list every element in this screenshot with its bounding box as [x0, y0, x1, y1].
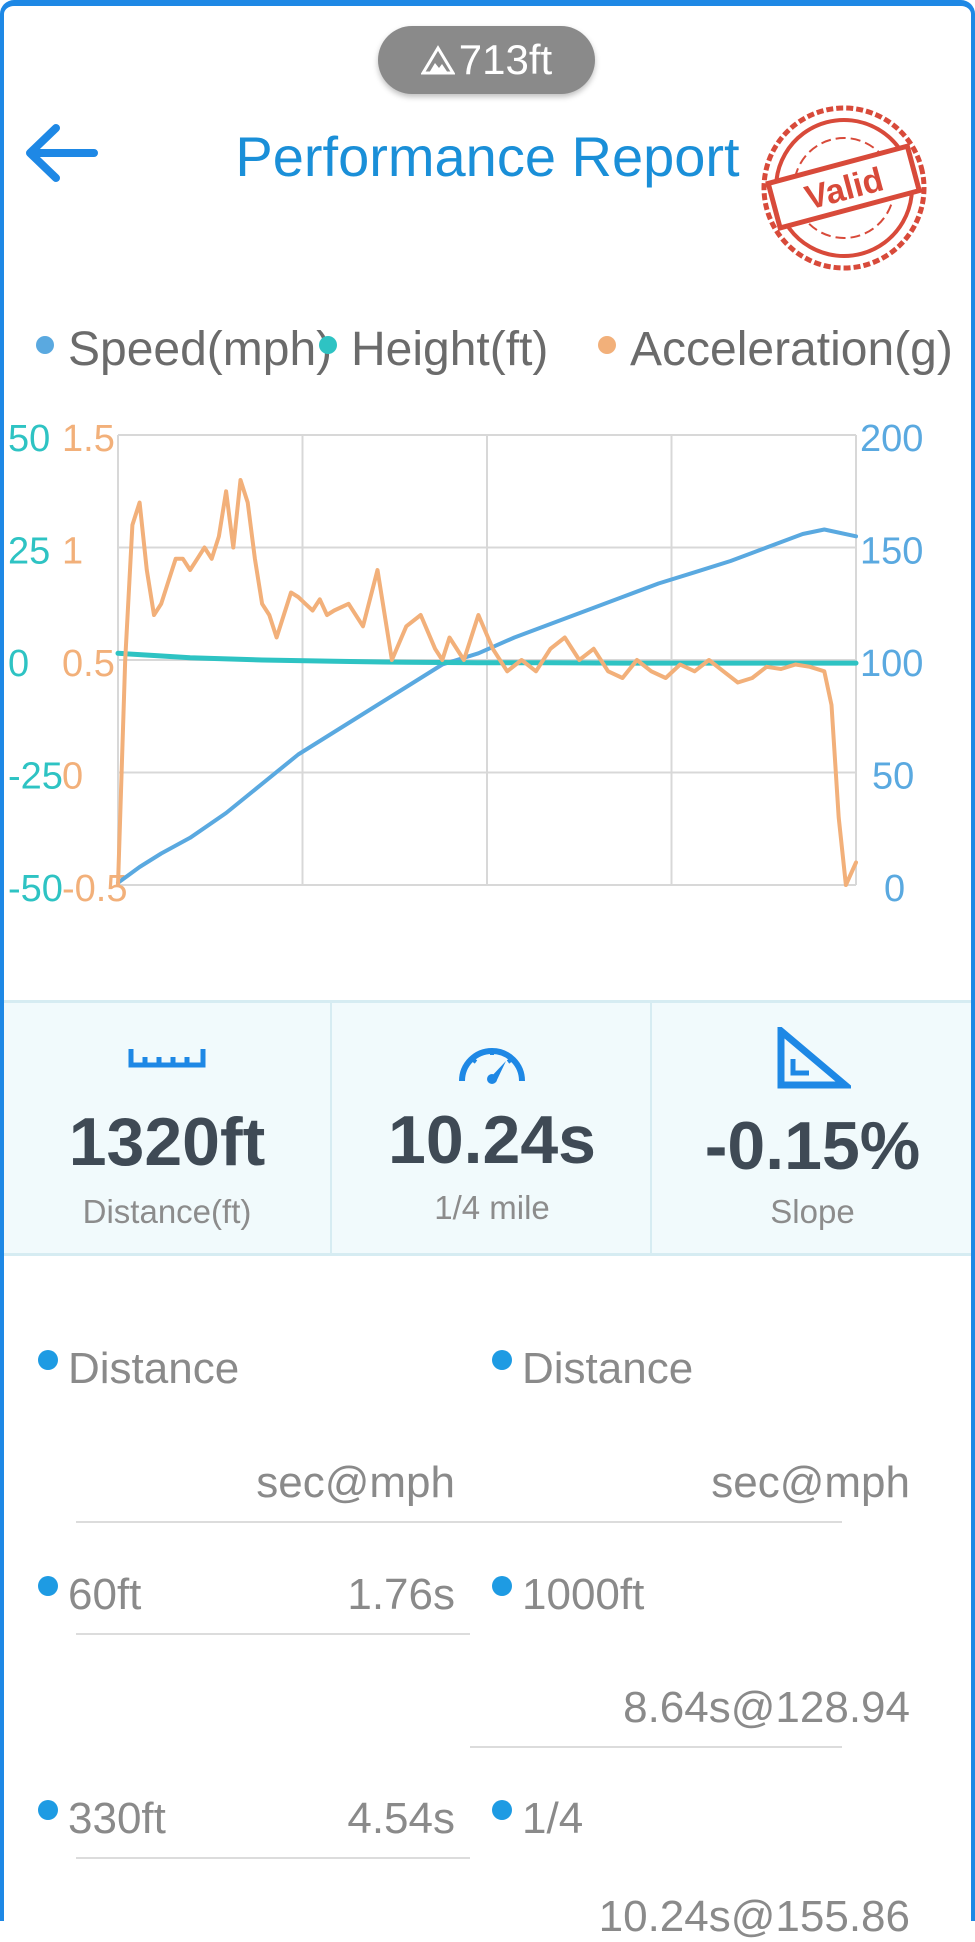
tick-label-acceleration: 0.5 [62, 643, 115, 685]
divider [76, 1857, 470, 1859]
split-value-quarter: 10.24s@155.86 [598, 1892, 910, 1941]
chart-legend: Speed(mph) Height(ft) Acceleration(g) [36, 322, 975, 382]
split-name-60ft: 60ft [68, 1570, 142, 1619]
tick-label-height: 25 [8, 531, 50, 573]
arrow-left-icon[interactable] [22, 120, 102, 186]
tick-label-acceleration: 0 [62, 756, 83, 798]
valid-stamp: Valid [761, 105, 927, 271]
tick-label-height: 50 [8, 418, 50, 460]
legend-item-acceleration[interactable]: Acceleration(g) [598, 322, 953, 377]
stat-label: Distance(ft) [82, 1193, 252, 1230]
stat-quarter-mile: 10.24s 1/4 mile [330, 1003, 652, 1253]
stat-value: 1320ft [68, 1104, 266, 1180]
series-line-speed_right [116, 527, 858, 885]
speedometer-icon [459, 1048, 525, 1084]
legend-dot [598, 335, 616, 354]
split-value-60ft: 1.76s [347, 1570, 455, 1619]
page-title: Performance Report [235, 125, 740, 188]
bullet-dot [492, 1350, 512, 1370]
legend-label: Acceleration(g) [630, 323, 953, 376]
tick-label-acceleration: 1.5 [62, 418, 115, 460]
legend-label: Speed(mph) [68, 323, 333, 376]
tick-label-height: -25 [8, 756, 63, 798]
ruler-icon [128, 1049, 206, 1068]
bullet-dot [38, 1350, 58, 1370]
stat-slope: -0.15% Slope [650, 1003, 973, 1253]
legend-dot [319, 335, 337, 354]
split-name-330ft: 330ft [68, 1794, 166, 1843]
tick-label-height: 0 [8, 643, 29, 685]
stat-distance: 1320ft Distance(ft) [4, 1003, 330, 1253]
header-unit-right: sec@mph [711, 1458, 910, 1507]
tick-label-speed: 0 [884, 868, 905, 910]
header-distance-right: Distance [522, 1344, 694, 1393]
header-unit-left: sec@mph [256, 1458, 455, 1507]
bullet-dot [38, 1576, 58, 1596]
divider [470, 1746, 842, 1748]
split-name-1000ft: 1000ft [522, 1570, 645, 1619]
split-value-330ft: 4.54s [347, 1794, 455, 1843]
tick-label-height: -50 [8, 868, 63, 910]
legend-item-speed[interactable]: Speed(mph) [36, 322, 332, 377]
divider [76, 1633, 470, 1635]
stat-value: 10.24s [388, 1102, 596, 1178]
altitude-value: 713ft [458, 36, 553, 83]
divider [76, 1521, 842, 1523]
legend-item-height[interactable]: Height(ft) [319, 322, 548, 377]
stat-label: 1/4 mile [434, 1189, 550, 1226]
legend-label: Height(ft) [351, 323, 549, 376]
legend-dot [36, 335, 54, 354]
tick-label-speed: 200 [860, 418, 923, 460]
slope-icon [777, 1027, 851, 1089]
stat-value: -0.15% [704, 1108, 921, 1184]
bullet-dot [492, 1800, 512, 1820]
altitude-badge: 713ft [378, 26, 595, 94]
tick-label-speed: 50 [872, 756, 914, 798]
tick-label-speed: 150 [860, 531, 923, 573]
series-line-accel_left [116, 478, 858, 887]
split-name-quarter: 1/4 [522, 1794, 584, 1843]
tick-label-speed: 100 [860, 643, 923, 685]
stats-strip: 1320ft Distance(ft) 10.24s 1/4 mile -0.1… [4, 1000, 971, 1256]
mountain-icon [420, 45, 455, 75]
bullet-dot [492, 1576, 512, 1596]
split-value-1000ft: 8.64s@128.94 [623, 1683, 910, 1732]
tick-label-acceleration: 1 [62, 531, 83, 573]
stat-label: Slope [770, 1193, 855, 1230]
series-line-height_left [115, 650, 859, 666]
bullet-dot [38, 1800, 58, 1820]
header-distance-left: Distance [68, 1344, 240, 1393]
